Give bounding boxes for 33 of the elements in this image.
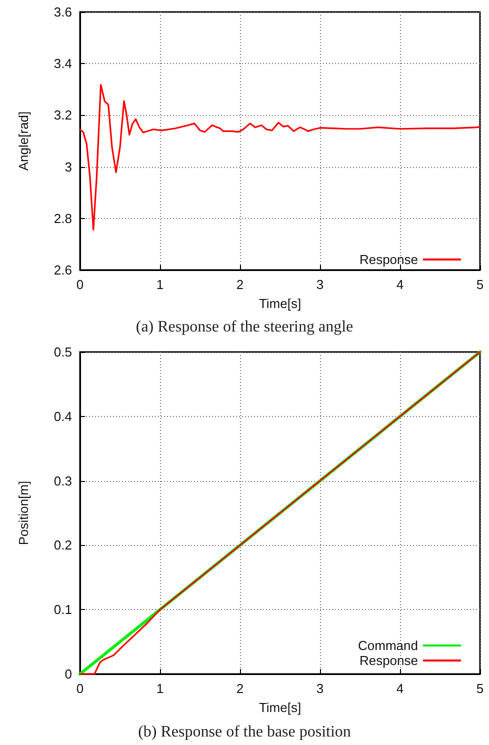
y-tick-label: 0.1 bbox=[54, 602, 72, 618]
y-tick-label: 0.4 bbox=[54, 408, 72, 424]
y-axis-title: Angle[rad] bbox=[16, 111, 31, 171]
x-tick-label: 3 bbox=[316, 681, 324, 696]
y-axis-title: Position[m] bbox=[16, 480, 31, 546]
y-tick-label: 3 bbox=[64, 159, 72, 174]
y-tick-label: 3.2 bbox=[54, 108, 72, 123]
x-tick-label: 2 bbox=[236, 681, 244, 696]
x-tick-label: 2 bbox=[236, 277, 244, 292]
x-tick-label: 0 bbox=[76, 277, 84, 292]
x-tick-label: 1 bbox=[156, 277, 164, 292]
x-tick-label: 5 bbox=[476, 277, 484, 292]
y-tick-label: 3.4 bbox=[54, 56, 72, 72]
x-tick-label: 0 bbox=[76, 681, 84, 696]
x-axis-title: Time[s] bbox=[258, 296, 302, 311]
y-tick-label: 2.6 bbox=[54, 262, 72, 278]
y-tick-label: 3.6 bbox=[54, 4, 72, 20]
x-tick-label: 4 bbox=[396, 277, 404, 292]
y-tick-label: 0.3 bbox=[54, 473, 72, 488]
text: (b) Response of the base position bbox=[138, 724, 351, 740]
legend-label: Response bbox=[359, 252, 418, 267]
legend-label: Command bbox=[358, 638, 418, 653]
x-tick-label: 3 bbox=[316, 277, 324, 292]
x-tick-label: 5 bbox=[476, 681, 484, 696]
x-tick-label: 4 bbox=[396, 681, 404, 696]
y-tick-label: 2.8 bbox=[54, 210, 72, 226]
x-tick-label: 1 bbox=[156, 681, 164, 696]
legend-label: Response bbox=[359, 653, 418, 668]
y-tick-label: 0 bbox=[64, 666, 72, 682]
y-tick-label: 0.5 bbox=[54, 344, 72, 360]
x-axis-title: Time[s] bbox=[258, 700, 302, 715]
y-tick-label: 0.2 bbox=[54, 538, 72, 553]
text: (a) Response of the steering angle bbox=[136, 318, 354, 336]
